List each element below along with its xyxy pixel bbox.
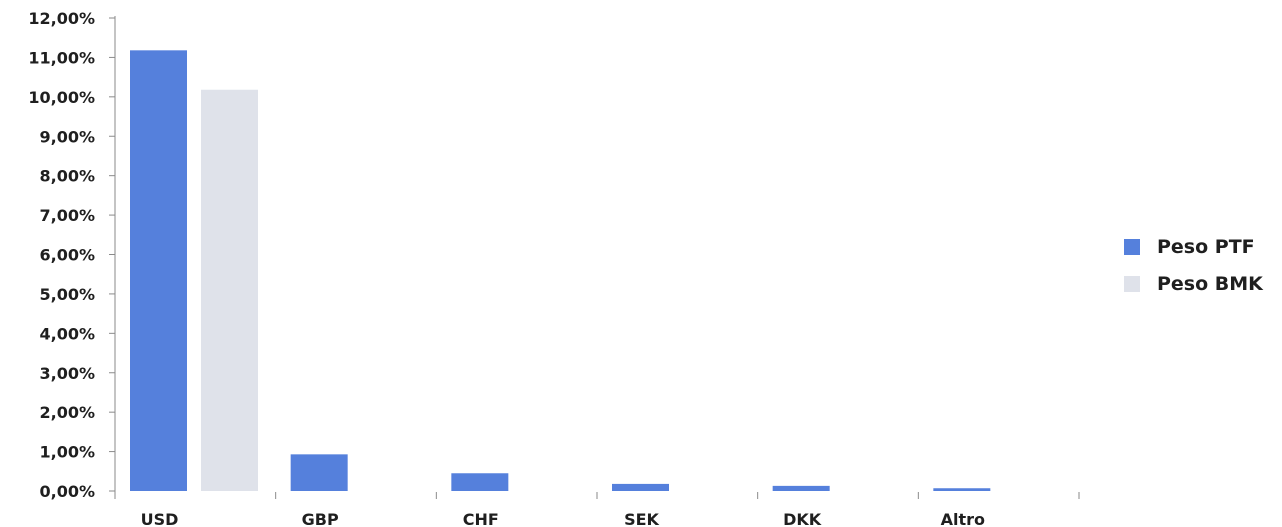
y-tick-label: 3,00% — [39, 364, 95, 383]
legend-item-peso-ptf: Peso PTF — [1124, 234, 1263, 260]
y-tick-label: 2,00% — [39, 403, 95, 422]
bar — [612, 483, 669, 491]
y-tick-label: 10,00% — [28, 88, 95, 107]
bar — [290, 454, 348, 491]
bar — [933, 488, 991, 491]
legend-swatch-peso-bmk — [1124, 276, 1140, 292]
legend-swatch-peso-ptf — [1124, 239, 1140, 255]
bars — [130, 50, 991, 492]
y-tick-label: 8,00% — [39, 167, 95, 186]
x-tick-label: DKK — [783, 510, 822, 527]
legend-item-peso-bmk: Peso BMK — [1124, 271, 1263, 297]
y-tick-label: 4,00% — [39, 324, 95, 343]
y-tick-label: 1,00% — [39, 443, 95, 462]
x-tick-label: CHF — [463, 510, 499, 527]
y-tick-label: 0,00% — [39, 482, 95, 501]
y-axis: 0,00% 1,00% 2,00% 3,00% 4,00% 5,00% 6,00% 7,00%… — [28, 9, 116, 501]
y-tick-label: 6,00% — [39, 246, 95, 265]
bar — [772, 485, 830, 491]
y-tick-label: 12,00% — [28, 9, 95, 28]
bar — [130, 50, 187, 492]
legend-label-peso-bmk: Peso BMK — [1157, 273, 1263, 295]
x-tick-label: GBP — [302, 510, 339, 527]
bar — [201, 89, 258, 491]
bar — [451, 473, 509, 491]
y-tick-label: 5,00% — [39, 285, 95, 304]
x-tick-label: Altro — [941, 510, 985, 527]
y-tick-label: 7,00% — [39, 206, 95, 225]
y-tick-label: 11,00% — [28, 48, 95, 67]
x-axis: USD GBP CHF SEK DKK Altro — [114, 492, 1080, 527]
legend: Peso PTF Peso BMK — [1124, 234, 1263, 308]
y-tick-label: 9,00% — [39, 127, 95, 146]
x-tick-label: SEK — [624, 510, 659, 527]
x-tick-label: USD — [141, 510, 179, 527]
legend-label-peso-ptf: Peso PTF — [1157, 236, 1255, 258]
